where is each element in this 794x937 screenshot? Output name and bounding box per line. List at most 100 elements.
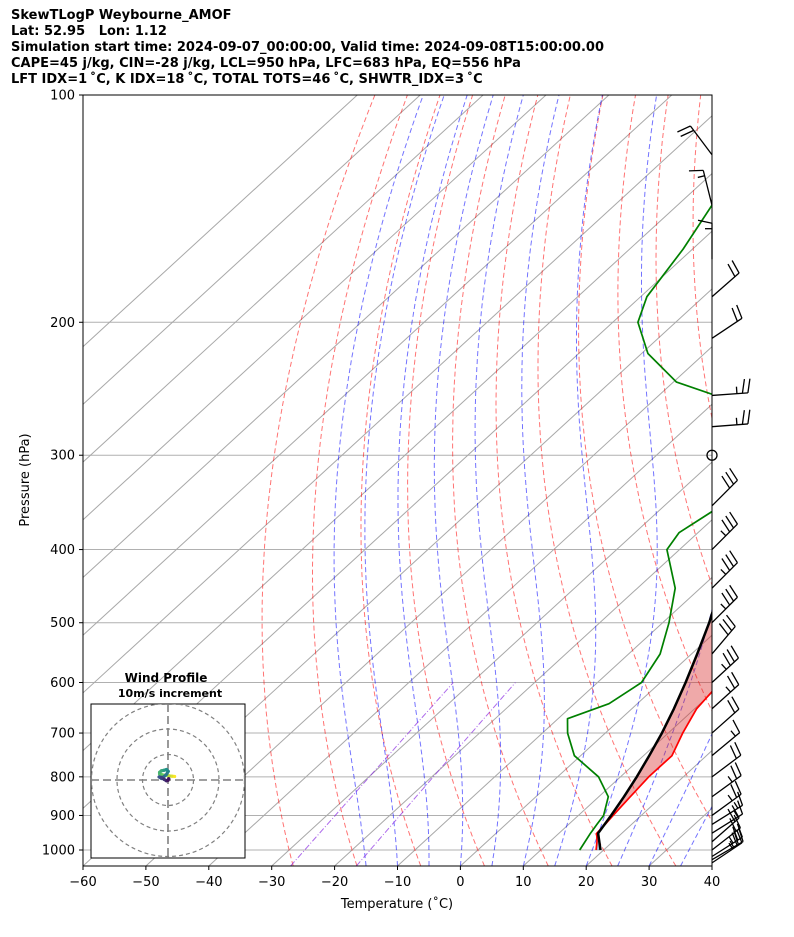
isotherm-line [83, 95, 610, 579]
hodograph-inset: Wind Profile 10m/s increment [90, 671, 246, 859]
dry-adiabat-line [452, 95, 549, 866]
isotherm-line [334, 519, 712, 866]
title-line-location: Lat: 52.95 Lon: 1.12 [11, 24, 167, 39]
x-tick-label: −30 [258, 875, 285, 890]
isotherm-line [522, 692, 712, 866]
x-tick-label: 30 [641, 875, 658, 890]
wind-barb-flag [725, 588, 735, 602]
wind-barb-staff [711, 562, 738, 589]
wind-barb [711, 671, 740, 710]
x-tick-label: −10 [384, 875, 411, 890]
wind-barb [711, 584, 739, 624]
cape-cin-fill-layer [596, 613, 712, 850]
wind-barb-flag [729, 818, 737, 832]
wind-barb-flag [734, 741, 742, 756]
wind-barb-flag [729, 745, 737, 759]
wind-barb-staff [702, 170, 713, 206]
moist-adiabat-line [554, 95, 603, 866]
wind-barb [711, 741, 742, 778]
wind-barb-flag [727, 263, 736, 277]
wind-barb-flag [741, 379, 746, 394]
wind-barb [688, 169, 713, 206]
moist-adiabat-line [521, 95, 560, 866]
wind-barb [711, 829, 743, 864]
dry-adiabat-line [312, 95, 408, 866]
wind-barb-staff [711, 754, 742, 778]
wind-barb-flag [731, 307, 738, 322]
isotherm-line [208, 403, 712, 866]
wind-barb-half-flag [727, 775, 733, 783]
isotherm-line [460, 634, 712, 866]
wind-barb-flag [732, 719, 741, 733]
x-tick-label: −50 [132, 875, 159, 890]
wind-barb [711, 304, 743, 339]
wind-barb-flag [718, 623, 729, 636]
wind-barb-flag [727, 700, 736, 714]
wind-barb [711, 378, 751, 397]
wind-barb-flag [729, 550, 739, 564]
wind-barb-staff [711, 708, 740, 734]
wind-barb-flag [730, 784, 738, 798]
isotherm-line [585, 749, 712, 866]
parcel-path-line [596, 609, 712, 851]
moist-adiabat-line [680, 805, 712, 866]
y-tick-label: 700 [50, 727, 75, 742]
isotherm-line [145, 345, 712, 866]
wind-barb-flag [734, 780, 742, 795]
x-tick-label: −20 [321, 875, 348, 890]
y-tick-label: 500 [50, 616, 75, 631]
hodograph-subtitle: 10m/s increment [118, 687, 222, 700]
wind-barb-staff [711, 272, 740, 298]
isotherm-line [83, 115, 712, 694]
hodograph-title: Wind Profile [125, 671, 208, 685]
wind-barb-flag [737, 791, 744, 806]
wind-barb-flag [733, 814, 742, 829]
wind-barb-staff [711, 840, 744, 861]
wind-barb-staff [711, 842, 743, 864]
temperature-profile-line [595, 690, 712, 851]
wind-barb [711, 645, 740, 683]
wind-barb-flag [721, 558, 731, 571]
moist-adiabat-line [333, 95, 424, 866]
wind-barb-staff [711, 684, 740, 710]
y-axis-label: Pressure (hPa) [18, 433, 33, 526]
wind-barb-staff [689, 125, 713, 156]
wind-barb [711, 696, 740, 734]
dry-adiabat-line [655, 95, 712, 587]
wind-barb-flag [725, 471, 735, 485]
wind-barb-staff [711, 479, 738, 507]
wind-barb [711, 614, 736, 655]
y-tick-label: 600 [50, 676, 75, 691]
wind-barb [711, 823, 743, 858]
dry-adiabat-line [692, 95, 712, 421]
y-tick-label: 400 [50, 543, 75, 558]
y-tick-label: 300 [50, 449, 75, 464]
wind-barb [711, 762, 742, 798]
isotherm-line [397, 576, 712, 866]
wind-barb [711, 409, 751, 428]
x-tick-label: −60 [69, 875, 96, 890]
x-tick-label: 40 [704, 875, 721, 890]
wind-barb-flag [726, 675, 736, 689]
wind-barb-half-flag [733, 801, 739, 809]
wind-barb-staff [711, 392, 748, 397]
wind-barb-flag [721, 475, 731, 489]
dry-adiabat-line [617, 95, 712, 713]
wind-barb-half-flag [727, 794, 733, 802]
x-tick-label: 20 [578, 875, 595, 890]
wind-barb-flag [726, 649, 735, 663]
wind-barb-calm-circle [706, 449, 718, 461]
isotherm-line [83, 95, 484, 463]
wind-barb-flag [725, 614, 736, 627]
dry-adiabat-line [360, 95, 441, 866]
wind-barb-flag [747, 378, 751, 393]
wind-barb-flag [725, 554, 735, 567]
wind-barb-flag [731, 832, 738, 847]
wind-barb-half-flag [720, 530, 727, 537]
wind-barb-flag [731, 696, 740, 710]
x-axis-label: Temperature (˚C) [340, 896, 453, 912]
wind-barb-flag [732, 826, 739, 841]
wind-barb-flag [721, 592, 731, 606]
wind-barb [677, 125, 713, 156]
x-tick-label: −40 [195, 875, 222, 890]
